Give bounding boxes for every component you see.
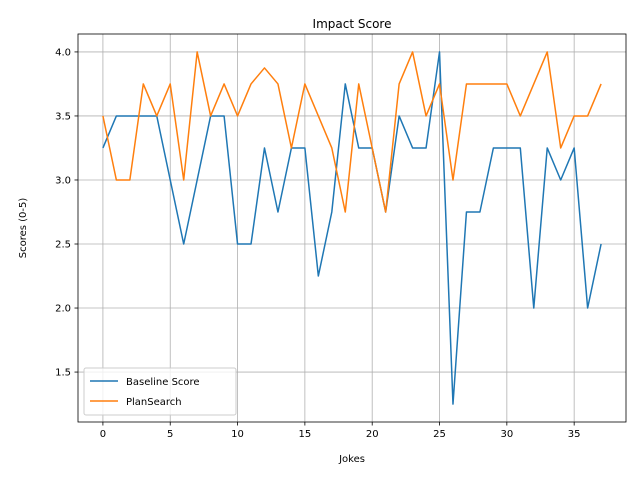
y-tick-label: 4.0	[55, 47, 71, 58]
y-axis-label: Scores (0-5)	[18, 198, 29, 259]
series-line-baseline-score	[102, 51, 602, 405]
x-tick-label: 5	[167, 429, 173, 440]
legend-box	[83, 367, 237, 416]
x-tick-label: 25	[433, 429, 446, 440]
series-lines	[102, 51, 602, 405]
y-tick-label: 3.5	[55, 111, 71, 122]
legend-label-plansearch: PlanSearch	[126, 397, 182, 408]
y-tick-label: 3.0	[55, 175, 71, 186]
x-tick-label: 15	[299, 429, 312, 440]
x-tick-label: 30	[500, 429, 513, 440]
y-tick-label: 2.0	[55, 304, 71, 315]
x-tick-label: 20	[366, 429, 379, 440]
x-tick-label: 10	[231, 429, 244, 440]
x-tick-label: 0	[100, 429, 106, 440]
y-tick-label: 1.5	[55, 368, 71, 379]
series-line-plansearch	[102, 51, 602, 213]
legend-label-baseline-score: Baseline Score	[126, 377, 200, 388]
plot-frame	[77, 33, 627, 423]
x-tick-label: 35	[568, 429, 581, 440]
chart-title: Impact Score	[313, 17, 392, 31]
x-axis-ticks: 0 5 10 15 20 25 30 35	[100, 422, 581, 440]
y-tick-label: 2.5	[55, 240, 71, 251]
y-axis-ticks: 1.5 2.0 2.5 3.0 3.5 4.0	[55, 47, 78, 379]
legend: Baseline Score PlanSearch	[83, 367, 237, 416]
x-axis-label: Jokes	[338, 454, 365, 465]
